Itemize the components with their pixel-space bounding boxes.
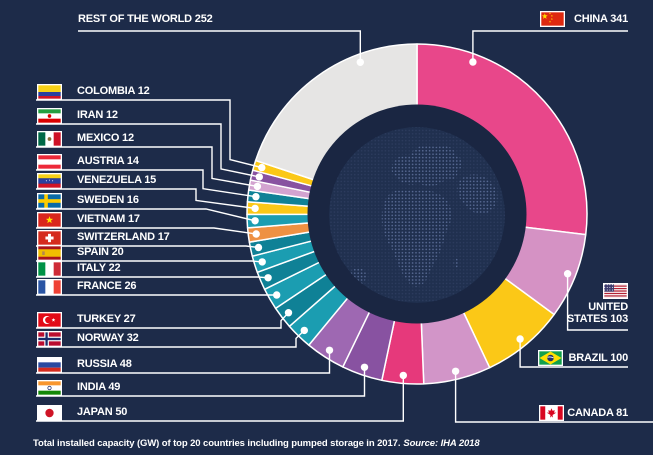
venezuela-flag-icon [37, 173, 62, 189]
leader-dot-canada [451, 367, 460, 375]
russia-flag-icon [37, 357, 62, 373]
leader-dot-turkey [284, 309, 293, 317]
brazil-flag-icon [538, 350, 563, 366]
leader-line-unitedstates [566, 273, 628, 331]
leader-line-vietnam [36, 227, 257, 235]
leader-line-venezuela [36, 188, 256, 210]
country-label-norway: NORWAY 32 [77, 331, 139, 344]
leader-line-norway [36, 329, 305, 348]
france-flag-icon [37, 279, 62, 295]
leader-dot-restofworld [356, 58, 364, 66]
leader-line-japan [36, 375, 404, 422]
leader-line-china [472, 30, 628, 62]
leader-line-restofworld [78, 30, 361, 63]
globe-continent-africa [381, 188, 452, 287]
leader-dot-austria [252, 193, 260, 201]
country-label-turkey: TURKEY 27 [77, 312, 136, 325]
leader-line-sweden [36, 208, 256, 222]
country-label-iran: IRAN 12 [77, 108, 118, 121]
leader-line-canada [454, 371, 653, 423]
country-label-italy: ITALY 22 [77, 261, 121, 274]
iran-flag-icon [37, 108, 62, 124]
leader-dot-india [360, 363, 369, 371]
caption-text: Total installed capacity (GW) of top 20 … [33, 438, 401, 449]
country-label-vietnam: VIETNAM 17 [77, 212, 140, 225]
globe-continent-asia [457, 174, 498, 214]
country-label-venezuela: VENEZUELA 15 [77, 173, 157, 186]
country-label-spain: SPAIN 20 [77, 245, 124, 258]
leader-line-iran [36, 123, 260, 178]
globe-madagascar [453, 258, 459, 268]
leader-dot-unitedstates [563, 270, 572, 278]
japan-flag-icon [37, 405, 62, 421]
country-label-restofworld: REST OF THE WORLD 252 [78, 12, 213, 25]
leader-line-italy [36, 276, 269, 279]
spain-flag-icon [37, 245, 62, 261]
country-label-china: CHINA 341 [573, 12, 628, 25]
leader-dot-italy [264, 274, 272, 282]
leader-line-turkey [36, 312, 290, 329]
country-label-switzerland: SWITZERLAND 17 [77, 230, 170, 243]
leader-line-mexico [36, 146, 258, 188]
vietnam-flag-icon [37, 212, 62, 228]
colombia-flag-icon [37, 84, 62, 100]
leader-line-austria [36, 169, 257, 198]
leader-dot-sweden [251, 217, 259, 225]
country-label-india: INDIA 49 [77, 380, 121, 393]
leader-line-colombia [36, 99, 262, 169]
mexico-flag-icon [37, 131, 62, 147]
country-label-sweden: SWEDEN 16 [77, 193, 139, 206]
globe-continent-europe [391, 144, 463, 187]
country-label-brazil: BRAZIL 100 [568, 351, 628, 364]
country-label-canada: CANADA 81 [567, 406, 628, 419]
country-label-japan: JAPAN 50 [77, 405, 128, 418]
leader-line-russia [36, 350, 331, 374]
leader-line-spain [36, 260, 263, 263]
globe-illustration [329, 127, 505, 303]
country-label-unitedstates: UNITED STATES 103 [566, 300, 628, 325]
country-label-france: FRANCE 26 [77, 279, 137, 292]
caption: Total installed capacity (GW) of top 20 … [33, 438, 480, 449]
leader-dot-vietnam [252, 230, 260, 238]
leader-dot-venezuela [251, 204, 259, 213]
leader-dot-russia [325, 346, 334, 354]
leader-dot-france [273, 291, 281, 299]
leader-line-brazil [519, 339, 628, 368]
leader-dot-iran [255, 173, 263, 181]
sweden-flag-icon [37, 193, 62, 209]
turkey-flag-icon [37, 312, 62, 328]
leader-dot-spain [258, 258, 266, 266]
leader-dot-brazil [516, 335, 524, 343]
canada-flag-icon [539, 405, 564, 421]
country-label-russia: RUSSIA 48 [77, 357, 132, 370]
austria-flag-icon [37, 154, 62, 170]
leader-dot-norway [300, 326, 308, 335]
leader-dot-switzerland [254, 243, 263, 252]
leader-line-switzerland [36, 245, 259, 249]
leader-dot-colombia [258, 163, 266, 172]
india-flag-icon [37, 380, 62, 396]
leader-dot-japan [399, 371, 407, 380]
china-flag-icon [540, 11, 565, 27]
us-flag-icon [603, 283, 628, 299]
norway-flag-icon [37, 331, 62, 347]
leader-line-india [36, 367, 366, 397]
country-label-colombia: COLOMBIA 12 [77, 84, 150, 97]
country-label-austria: AUSTRIA 14 [77, 154, 139, 167]
italy-flag-icon [37, 261, 62, 277]
leader-dot-mexico [253, 182, 262, 191]
caption-source: Source: IHA 2018 [403, 438, 480, 449]
leader-dot-china [469, 58, 477, 66]
switzerland-flag-icon [37, 230, 62, 246]
country-label-mexico: MEXICO 12 [77, 131, 134, 144]
